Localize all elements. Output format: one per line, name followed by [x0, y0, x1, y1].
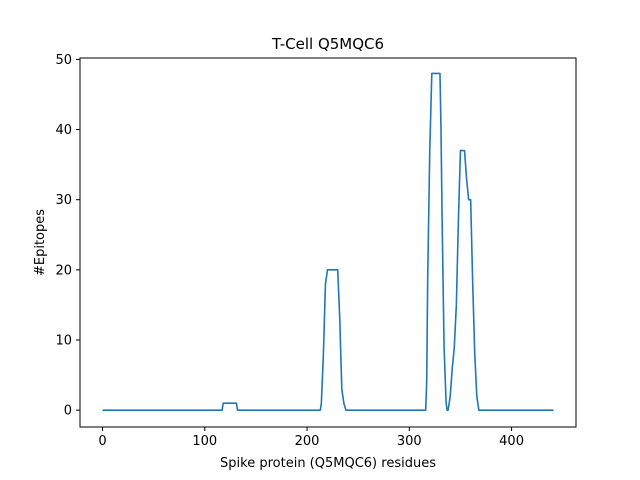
ticks-layer: 0 100 200 300 400 0 10 20 30 40 50	[55, 53, 524, 449]
x-axis-label: Spike protein (Q5MQC6) residues	[220, 456, 436, 471]
y-tick-label: 30	[55, 193, 72, 208]
x-tick-label: 200	[295, 434, 320, 449]
y-tick-label: 50	[55, 53, 72, 68]
plot-layer	[102, 72, 554, 411]
chart-title: T-Cell Q5MQC6	[271, 35, 384, 53]
y-tick-label: 20	[55, 263, 72, 278]
y-axis-label: #Epitopes	[33, 209, 48, 276]
x-tick-label: 100	[192, 434, 217, 449]
y-tick-label: 10	[55, 334, 72, 349]
x-tick-label: 400	[499, 434, 524, 449]
series-line-0	[102, 72, 554, 411]
y-tick-label: 40	[55, 123, 72, 138]
plot-frame	[79, 57, 577, 428]
x-tick-label: 0	[98, 434, 106, 449]
x-tick-label: 300	[397, 434, 422, 449]
y-tick-label: 0	[64, 404, 72, 419]
